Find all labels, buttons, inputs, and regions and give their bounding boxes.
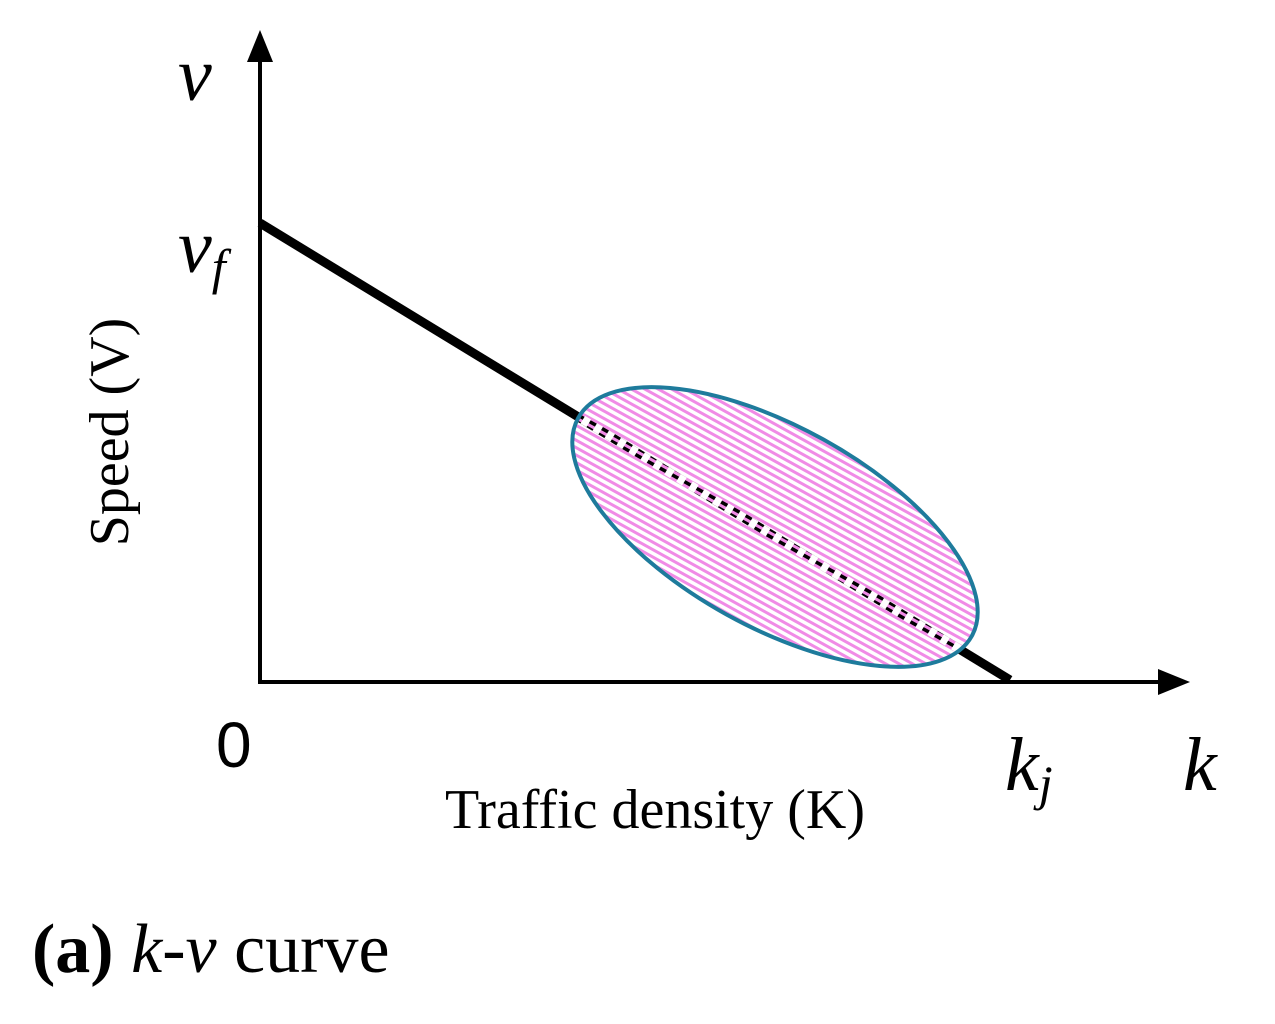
ellipse-hatch-fill (572, 387, 978, 667)
free-flow-speed-label: vf (178, 205, 232, 295)
x-axis-arrow-icon (1158, 669, 1190, 695)
dashed-line-segment (529, 330, 1013, 684)
x-axis-symbol: k (1183, 723, 1218, 807)
ellipse-outline (570, 385, 980, 669)
congestion-region (529, 330, 1013, 684)
y-axis-symbol: v (178, 33, 212, 117)
jam-density-label: kj (1005, 723, 1053, 811)
origin-label: 0 (216, 709, 252, 781)
figure-caption: (a) k-v curve (32, 911, 390, 988)
y-axis-arrow-icon (247, 30, 273, 62)
x-axis-label: Traffic density (K) (445, 779, 865, 841)
y-axis-label: Speed (V) (79, 318, 141, 547)
